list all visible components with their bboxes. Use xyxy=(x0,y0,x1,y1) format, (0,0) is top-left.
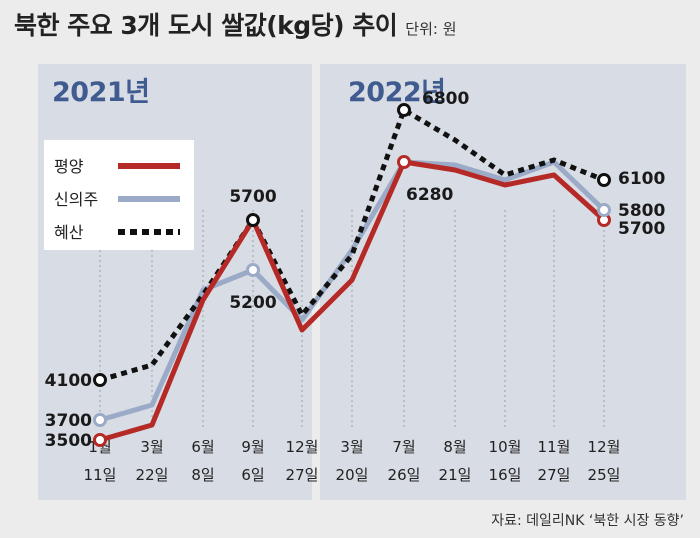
data-label-평양-6: 6280 xyxy=(406,185,453,205)
point-marker-신의주-3 xyxy=(246,263,260,277)
data-label-혜산-6: 6800 xyxy=(422,89,469,109)
point-marker-혜산-10 xyxy=(597,173,611,187)
data-label-혜산-10: 6100 xyxy=(618,169,665,189)
x-tick-month-2: 6월 xyxy=(191,438,214,456)
data-label-혜산-0: 4100 xyxy=(45,371,92,391)
x-tick-day-9: 27일 xyxy=(538,466,571,484)
x-tick-day-3: 6일 xyxy=(241,466,264,484)
x-tick-day-6: 26일 xyxy=(388,466,421,484)
legend-label-평양: 평양 xyxy=(54,157,84,176)
data-label-신의주-0: 3700 xyxy=(45,411,92,431)
data-label-평양-0: 3500 xyxy=(45,431,92,451)
point-marker-혜산-6 xyxy=(397,103,411,117)
x-tick-day-10: 25일 xyxy=(588,466,621,484)
x-tick-day-2: 8일 xyxy=(191,466,214,484)
unit-label: 단위: 원 xyxy=(405,20,457,38)
point-marker-신의주-10 xyxy=(597,203,611,217)
x-tick-month-5: 3월 xyxy=(340,438,363,456)
x-tick-month-8: 10월 xyxy=(489,438,522,456)
x-tick-month-3: 9월 xyxy=(241,438,264,456)
x-tick-month-4: 12월 xyxy=(286,438,319,456)
x-tick-day-0: 11일 xyxy=(84,466,117,484)
x-tick-month-10: 12월 xyxy=(588,438,621,456)
title-row: 북한 주요 3개 도시 쌀값(kg당) 추이 단위: 원 xyxy=(14,6,457,50)
chart-title: 북한 주요 3개 도시 쌀값(kg당) 추이 xyxy=(14,11,398,40)
point-marker-평양-0 xyxy=(93,433,107,447)
x-tick-month-9: 11월 xyxy=(538,438,571,456)
x-tick-day-1: 22일 xyxy=(136,466,169,484)
point-marker-혜산-0 xyxy=(93,373,107,387)
x-tick-day-7: 21일 xyxy=(439,466,472,484)
point-marker-신의주-0 xyxy=(93,413,107,427)
point-marker-혜산-3 xyxy=(246,213,260,227)
x-tick-day-4: 27일 xyxy=(286,466,319,484)
data-label-혜산-3: 5700 xyxy=(229,187,276,207)
panel-2022: 2022년 xyxy=(320,64,686,500)
data-label-신의주-3: 5200 xyxy=(229,293,276,313)
series-line-평양 xyxy=(99,159,606,443)
point-marker-평양-6 xyxy=(397,155,411,169)
source-note: 자료: 데일리NK ‘북한 시장 동향’ xyxy=(491,513,684,529)
legend-label-신의주: 신의주 xyxy=(54,190,98,209)
x-tick-month-7: 8월 xyxy=(443,438,466,456)
x-tick-month-1: 3월 xyxy=(140,438,163,456)
data-label-신의주-10: 5800 xyxy=(618,201,665,221)
year-label-2022: 2022년 xyxy=(348,77,446,108)
x-tick-day-5: 20일 xyxy=(336,466,369,484)
legend-label-혜산: 혜산 xyxy=(54,223,84,242)
series-line-혜산 xyxy=(99,107,605,383)
year-label-2021: 2021년 xyxy=(52,77,150,108)
x-tick-month-6: 7월 xyxy=(392,438,415,456)
data-label-평양-10: 5700 xyxy=(618,219,665,239)
x-tick-day-8: 16일 xyxy=(489,466,522,484)
